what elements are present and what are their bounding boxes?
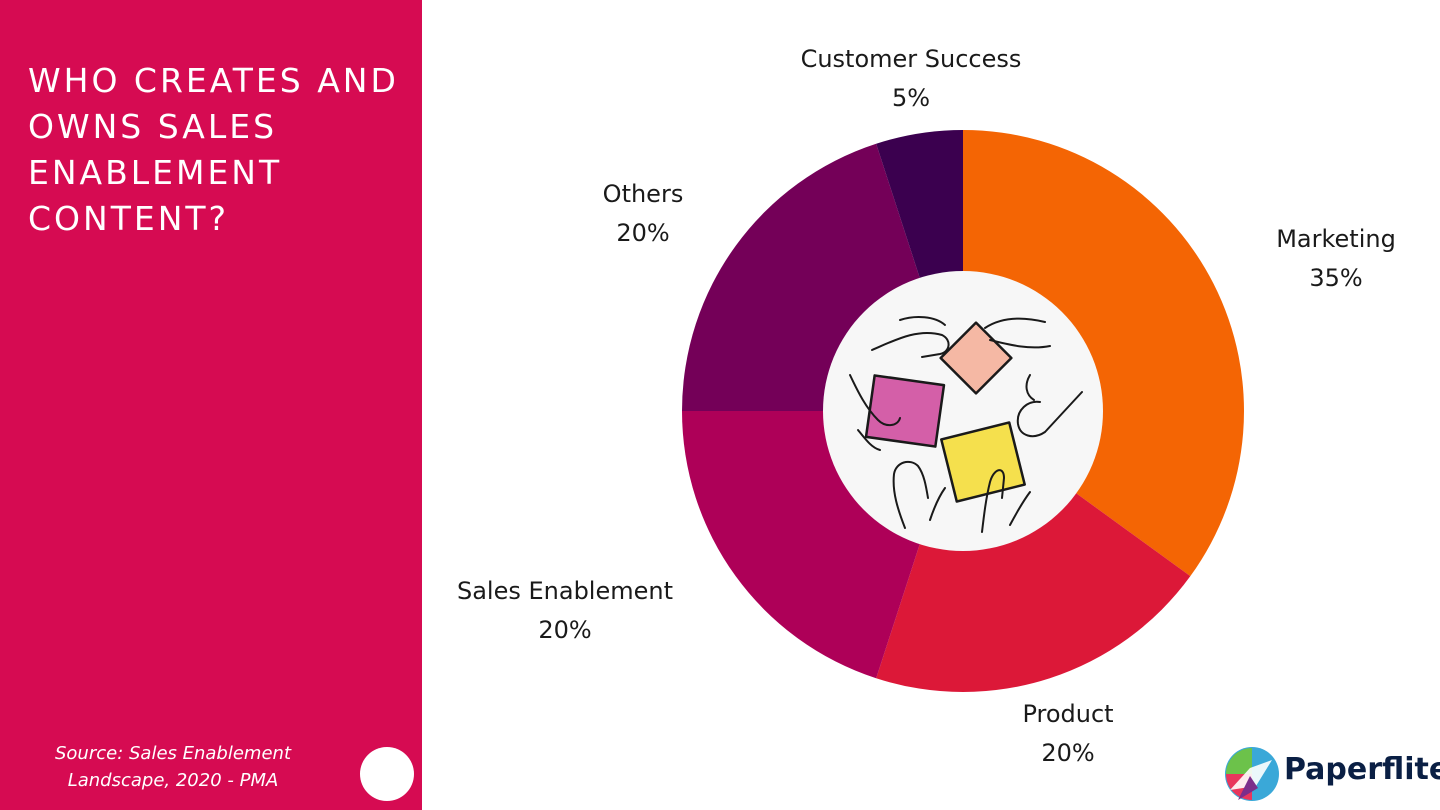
paperflite-logo: Paperflite (1224, 746, 1440, 802)
slice-value-label: 20% (538, 616, 591, 644)
hand-sketch (1016, 391, 1083, 438)
hand-sketch (892, 460, 929, 529)
hand-sketch (1025, 374, 1035, 401)
hand-sketch (1009, 491, 1031, 526)
hand-sketch (981, 469, 1005, 533)
decorative-circle (360, 747, 414, 801)
slice-value-label: 20% (1041, 739, 1094, 767)
source-citation: Source: Sales Enablement Landscape, 2020… (54, 743, 292, 791)
hand-sketch (849, 374, 901, 426)
page-title: WHO CREATES AND OWNS SALES ENABLEMENT CO… (28, 61, 399, 238)
slice-label: Others (603, 180, 684, 208)
center-circle (823, 271, 1103, 551)
hand-sketch (857, 429, 881, 451)
hand-sketch (984, 317, 1046, 329)
slice-value-label: 35% (1309, 264, 1362, 292)
slice-label: Sales Enablement (457, 577, 673, 605)
hand-sketch (929, 487, 946, 521)
hand-sketch (989, 339, 1051, 349)
slice-label: Product (1022, 700, 1113, 728)
hand-sketch (871, 331, 950, 358)
chart-labels: Marketing 35% Product 20% Sales Enablement 20… (457, 45, 1396, 767)
title-panel: WHO CREATES AND OWNS SALES ENABLEMENT CO… (0, 0, 422, 810)
slice-value-label: 20% (616, 219, 669, 247)
paperflite-logo-icon (1225, 747, 1279, 801)
brand-name: Paperflite (1284, 752, 1440, 787)
slice-label: Marketing (1276, 225, 1396, 253)
hands-holding-sticky-notes-illustration (849, 316, 1083, 533)
slice-label: Customer Success (801, 45, 1022, 73)
hand-sketch (899, 316, 946, 326)
sticky-note (864, 374, 946, 448)
slice-value-label: 5% (892, 84, 930, 112)
pie-slice-marketing (963, 130, 1244, 577)
